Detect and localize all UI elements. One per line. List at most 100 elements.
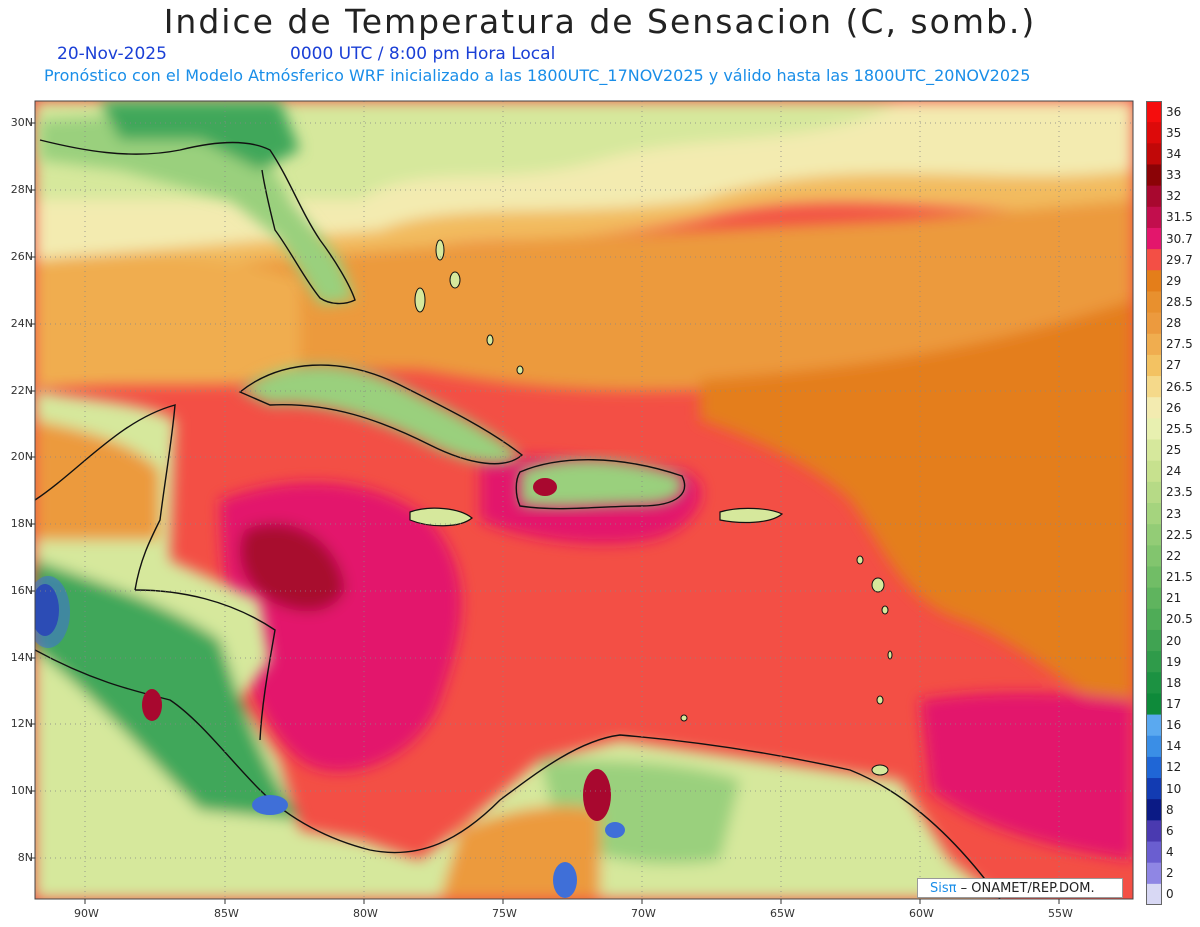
colorbar-level-label: 17 xyxy=(1166,697,1182,711)
coast-yucatan xyxy=(35,404,176,591)
maracaibo-hot-spot xyxy=(583,769,611,821)
colorbar-level-label: 2 xyxy=(1166,866,1174,881)
colorbar-swatch xyxy=(1146,481,1162,504)
haiti-hot-spot xyxy=(533,478,557,496)
colorbar-swatch xyxy=(1146,883,1162,905)
colorbar xyxy=(1146,101,1162,905)
lon-label: 85W xyxy=(214,907,239,920)
colorbar-swatch xyxy=(1146,206,1162,229)
colorbar-level-label: 35 xyxy=(1166,125,1182,140)
colorbar-level-label: 20.5 xyxy=(1166,612,1193,627)
colorbar-swatch xyxy=(1146,291,1162,314)
lat-label: 20N xyxy=(10,450,33,463)
colorbar-swatch xyxy=(1146,397,1162,419)
lon-label: 55W xyxy=(1048,907,1073,920)
colorbar-level-label: 25.5 xyxy=(1166,421,1193,436)
colorbar-swatch xyxy=(1146,460,1162,483)
lat-label: 26N xyxy=(10,250,33,263)
land-florida xyxy=(40,101,355,305)
colorbar-level-label: 34 xyxy=(1166,146,1182,161)
colorbar-level-label: 24 xyxy=(1166,464,1182,479)
land-jamaica xyxy=(409,507,473,527)
colorbar-level-label: 23.5 xyxy=(1166,485,1193,500)
colorbar-level-label: 4 xyxy=(1166,845,1174,860)
map-title: Indice de Temperatura de Sensacion (C, s… xyxy=(163,2,1037,41)
lon-label: 60W xyxy=(909,907,934,920)
graticule xyxy=(35,101,1133,899)
colorbar-level-label: 21 xyxy=(1166,591,1182,606)
colorbar-level-label: 29.7 xyxy=(1166,252,1193,267)
colorbar-swatch xyxy=(1146,418,1162,441)
colorbar-level-label: 27.5 xyxy=(1166,337,1193,352)
colorbar-level-label: 22.5 xyxy=(1166,527,1193,542)
colorbar-swatch xyxy=(1146,185,1162,208)
coast-central-america xyxy=(35,649,1001,899)
colorbar-level-label: 22 xyxy=(1166,548,1182,563)
map-frame xyxy=(34,100,1134,900)
colorbar-swatch xyxy=(1146,101,1162,123)
colorbar-level-label: 16 xyxy=(1166,718,1182,733)
colorbar-swatch xyxy=(1146,376,1162,398)
lon-label: 70W xyxy=(631,907,656,920)
lon-label: 75W xyxy=(492,907,517,920)
colorbar-swatch xyxy=(1146,270,1162,292)
colorbar-swatch xyxy=(1146,862,1162,885)
colorbar-swatch xyxy=(1146,164,1162,187)
lat-label: 14N xyxy=(10,651,33,664)
colorbar-level-label: 10 xyxy=(1166,781,1182,796)
colorbar-swatch xyxy=(1146,693,1162,716)
colombia-blue-spot xyxy=(553,862,577,898)
colorbar-swatch xyxy=(1146,122,1162,144)
colorbar-swatch xyxy=(1146,651,1162,673)
land-puertorico xyxy=(719,507,784,524)
colorbar-level-label: 8 xyxy=(1166,802,1174,817)
colorbar-swatch xyxy=(1146,333,1162,356)
colorbar-level-label: 20 xyxy=(1166,633,1182,648)
colorbar-swatch xyxy=(1146,714,1162,737)
lat-label: 16N xyxy=(10,584,33,597)
hottest-core xyxy=(240,523,345,612)
colorbar-level-label: 19 xyxy=(1166,654,1182,669)
colorbar-level-label: 12 xyxy=(1166,760,1182,775)
colorbar-swatch xyxy=(1146,820,1162,843)
forecast-time: 0000 UTC / 8:00 pm Hora Local xyxy=(290,44,556,64)
small-islands xyxy=(414,239,893,776)
lat-label: 30N xyxy=(10,116,33,129)
colorbar-level-label: 23 xyxy=(1166,506,1182,521)
colorbar-swatch xyxy=(1146,227,1162,250)
colorbar-swatch xyxy=(1146,629,1162,652)
colorbar-level-label: 6 xyxy=(1166,823,1174,838)
lat-label: 24N xyxy=(10,317,33,330)
coast-hispaniola xyxy=(515,459,686,510)
axis-ticks xyxy=(30,122,1060,904)
colorbar-level-label: 30.7 xyxy=(1166,231,1193,246)
sispi-logo: Sisπ xyxy=(930,881,957,896)
land-hispaniola xyxy=(520,459,684,508)
nicaragua-hot-spot xyxy=(142,689,162,721)
colorbar-swatch xyxy=(1146,566,1162,589)
colorbar-level-label: 18 xyxy=(1166,675,1182,690)
coast-florida xyxy=(39,139,356,305)
lat-label: 10N xyxy=(10,784,33,797)
lat-label: 8N xyxy=(17,851,33,864)
colorbar-frame xyxy=(1146,101,1162,905)
colorbar-level-label: 28 xyxy=(1166,316,1182,331)
colorbar-swatch xyxy=(1146,545,1162,567)
credit-org: – ONAMET/REP.DOM. xyxy=(960,881,1095,896)
colorbar-level-label: 33 xyxy=(1166,168,1182,183)
colorbar-level-label: 31.5 xyxy=(1166,210,1193,225)
colorbar-swatch xyxy=(1146,778,1162,800)
lat-label: 12N xyxy=(10,717,33,730)
colorbar-level-label: 27 xyxy=(1166,358,1182,373)
east-hot-patch xyxy=(920,692,1133,860)
colorbar-level-label: 21.5 xyxy=(1166,570,1193,585)
colorbar-level-label: 36 xyxy=(1166,104,1182,119)
venezuela-blue-spot xyxy=(605,822,625,838)
colorbar-swatch xyxy=(1146,503,1162,525)
credit-box: Sisπ – ONAMET/REP.DOM. xyxy=(917,878,1123,898)
colorbar-swatch xyxy=(1146,587,1162,610)
guatemala-blue-spot xyxy=(35,576,70,648)
colorbar-swatch xyxy=(1146,439,1162,462)
lat-label: 28N xyxy=(10,183,33,196)
